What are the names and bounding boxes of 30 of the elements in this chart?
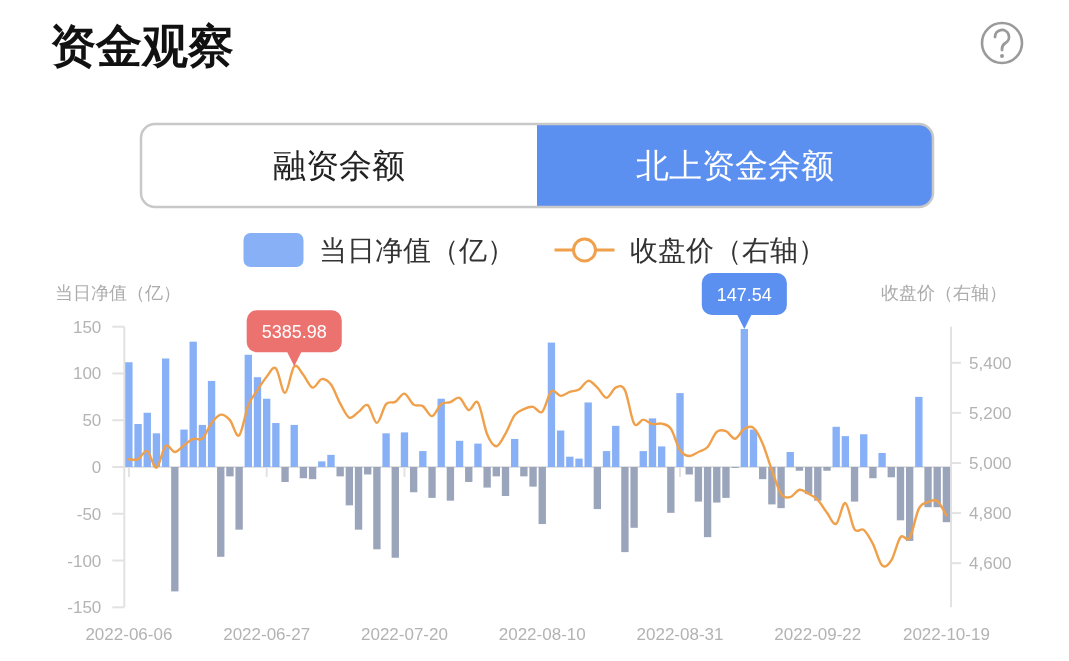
x-tick-label: 2022-08-10 bbox=[498, 625, 586, 644]
y-tick-label: 150 bbox=[72, 317, 102, 337]
data-label: 5385.98 bbox=[261, 321, 327, 342]
y-tick-label: -100 bbox=[67, 551, 102, 571]
x-tick-label: 2022-07-20 bbox=[360, 625, 448, 644]
x-tick-label: 2022-08-31 bbox=[636, 625, 724, 644]
y2-axis-title: 收盘价（右轴） bbox=[881, 283, 1007, 303]
y2-tick-label: 4,600 bbox=[969, 554, 1012, 574]
x-tick-label: 2022-09-22 bbox=[774, 625, 862, 644]
y-tick-label: 50 bbox=[82, 411, 102, 431]
text: 北上资金余额 bbox=[636, 147, 834, 184]
callout: 147.54 bbox=[701, 273, 787, 329]
y-tick-label: 0 bbox=[91, 458, 102, 477]
text: 融资余额 bbox=[273, 147, 405, 184]
x-tick-label: 2022-06-27 bbox=[223, 625, 311, 644]
y2-tick-label: 5,000 bbox=[969, 453, 1012, 473]
data-label: 147.54 bbox=[716, 284, 772, 305]
y2-tick-label: 5,400 bbox=[969, 353, 1012, 373]
y2-tick-label: 5,200 bbox=[969, 403, 1012, 423]
y-tick-label: 100 bbox=[72, 364, 102, 384]
x-tick-label: 2022-06-06 bbox=[85, 625, 173, 644]
chart-title: 资金观察 bbox=[50, 20, 234, 72]
y-tick-label: -150 bbox=[67, 598, 102, 618]
legend-label: 收盘价（右轴） bbox=[629, 235, 826, 266]
x-tick-label: 2022-10-19 bbox=[902, 625, 990, 644]
y2-tick-label: 4,800 bbox=[969, 504, 1012, 524]
callout: 5385.98 bbox=[246, 310, 342, 367]
legend-label: 当日净值（亿） bbox=[318, 235, 515, 266]
y-axis-title: 当日净值（亿） bbox=[55, 283, 181, 303]
y-tick-label: -50 bbox=[76, 504, 102, 524]
